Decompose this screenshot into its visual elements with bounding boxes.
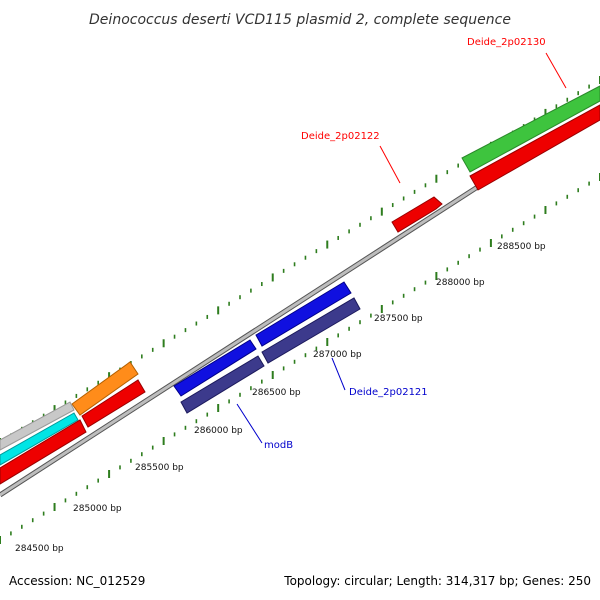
accession-text: Accession: NC_012529 [9, 574, 145, 588]
bp-label: 287000 bp [313, 350, 362, 360]
gene-red-far-left[interactable] [0, 419, 87, 485]
gene-red-left[interactable] [81, 379, 146, 428]
label-Deide_2p02130[interactable]: Deide_2p02130 [467, 37, 546, 48]
bp-label: 287500 bp [374, 314, 423, 324]
gene-Deide_2p02121[interactable] [261, 297, 361, 364]
bp-label: 286000 bp [194, 426, 243, 436]
summary-text: Topology: circular; Length: 314,317 bp; … [283, 574, 591, 588]
bp-label: 286500 bp [252, 388, 301, 398]
gene-green[interactable] [461, 85, 600, 173]
label-leaders [236, 52, 567, 444]
bp-label: 285000 bp [73, 504, 122, 514]
label-Deide_2p02122[interactable]: Deide_2p02122 [301, 131, 380, 142]
map-title: Deinococcus deserti VCD115 plasmid 2, co… [89, 12, 511, 28]
bp-label: 285500 bp [135, 463, 184, 473]
bp-scale-labels: 284500 bp 285000 bp 285500 bp 286000 bp … [15, 242, 546, 554]
gene-blue-2[interactable] [255, 281, 352, 347]
gene-Deide_2p02122[interactable] [391, 196, 443, 233]
gene-blue-1[interactable] [173, 339, 257, 397]
label-Deide_2p02121[interactable]: Deide_2p02121 [349, 387, 428, 398]
bp-label: 288000 bp [436, 278, 485, 288]
gene-red-top-right[interactable] [469, 104, 600, 191]
label-modB[interactable]: modB [264, 440, 293, 451]
gene-grey[interactable] [0, 401, 75, 451]
inner-tick-track [0, 173, 600, 544]
bp-label: 284500 bp [15, 544, 64, 554]
gene-modB[interactable] [180, 355, 265, 414]
gene-orange[interactable] [71, 361, 139, 416]
gene-cyan[interactable] [0, 412, 79, 466]
forward-strand-genes [0, 85, 600, 485]
bp-label: 288500 bp [497, 242, 546, 252]
